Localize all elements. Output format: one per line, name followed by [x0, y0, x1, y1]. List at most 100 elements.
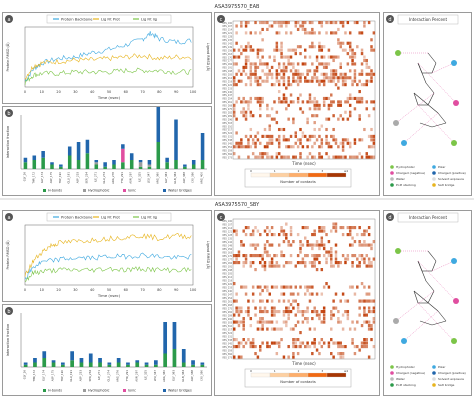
heatmap-cell [254, 141, 257, 145]
bar-segment [200, 133, 205, 160]
heatmap-cell [254, 65, 257, 69]
heatmap-cell [282, 240, 286, 244]
heatmap-cell [348, 96, 352, 101]
interaction-legend-label: Charged (positive) [438, 171, 466, 175]
rmsd-series-line [24, 266, 192, 283]
heatmap-cell [327, 254, 331, 258]
colorbar-tick: 1 [274, 369, 276, 373]
heatmap-cell [308, 292, 312, 296]
rmsd-y2label: Ligand RMSD (Å) [206, 43, 211, 72]
heatmap-cell [367, 65, 371, 69]
heatmap-cell [244, 55, 248, 59]
heatmap-cell [315, 240, 319, 244]
heatmap-cell [266, 134, 269, 138]
heatmap-cell [308, 134, 312, 138]
heatmap-cell [287, 306, 290, 310]
heatmap-cell [270, 134, 274, 138]
heatmap-cell [256, 48, 260, 52]
heatmap-cell [353, 107, 357, 111]
heatmap-cell [235, 233, 238, 237]
heatmap-cell [261, 21, 264, 25]
bars-panel-bottom: b Interaction fraction GLY_26 THR_172 GLY_17… [2, 304, 212, 396]
heatmap-row-label: RES_359 [222, 349, 232, 352]
rmsd-xtick: 60 [124, 288, 128, 292]
bar-segment [156, 142, 161, 169]
heatmap-cell [360, 282, 364, 286]
heatmap-cell [348, 145, 352, 149]
heatmap-cell [370, 338, 373, 342]
heatmap-cell [348, 31, 352, 35]
heatmap-cell [273, 21, 276, 25]
heatmap-cell [304, 254, 307, 258]
heatmap-cell [301, 27, 305, 32]
heatmap-cell [367, 324, 371, 328]
heatmap-cell [285, 65, 288, 69]
heatmap-cell [344, 72, 347, 76]
heatmap-cell [280, 45, 283, 49]
heatmap-row-label: RES_240 [222, 290, 232, 293]
bars-category-label: ARG_276 [116, 370, 120, 382]
heatmap-row-label: RES_233 [222, 87, 232, 90]
heatmap-cell [292, 299, 295, 303]
bar-segment [112, 160, 116, 165]
heatmap-cell [289, 145, 293, 149]
heatmap-cell [294, 72, 297, 76]
rmsd-ylabel: Protein RMSD (Å) [5, 42, 10, 72]
heatmap-cell [285, 320, 288, 324]
heatmap-cell [273, 327, 276, 331]
rmsd-legend-label: Protein Backbone [61, 18, 93, 22]
heatmap-cell [244, 62, 248, 66]
heatmap-cell [311, 45, 314, 49]
interaction-legend-label: Solvent exposure [438, 177, 464, 181]
heatmap-cell [240, 320, 243, 324]
heatmap-cell [292, 62, 295, 66]
heatmap-cell [259, 48, 262, 52]
heatmap-cell [235, 100, 238, 104]
interaction-legend-swatch [432, 365, 436, 369]
heatmap-cell [332, 355, 335, 359]
heatmap-cell [237, 324, 241, 328]
heatmap-cell [285, 324, 288, 328]
heatmap-row-label: RES_261 [222, 101, 232, 104]
bar-segment [88, 353, 93, 363]
heatmap-cell [270, 24, 274, 28]
heatmap-cell [322, 254, 326, 258]
heatmap-cell [334, 76, 338, 80]
heatmap-cell [233, 110, 236, 114]
colorbar-segment [326, 172, 347, 178]
heatmap-cell [240, 110, 243, 114]
heatmap-cell [301, 310, 305, 314]
heatmap-cell [315, 348, 319, 352]
heatmap-cell [294, 48, 297, 52]
heatmap-cell [289, 83, 293, 87]
bar-segment [181, 362, 186, 367]
heatmap-cell [251, 138, 255, 142]
heatmap-cell [353, 254, 357, 258]
heatmap-cell [270, 76, 274, 80]
heatmap-cell [261, 327, 264, 331]
heatmap-cell [282, 229, 286, 233]
heatmap-cell [370, 310, 373, 314]
heatmap-cell [313, 45, 316, 49]
heatmap-cell [299, 243, 302, 247]
heatmap-cell [289, 62, 293, 66]
heatmap-cell [261, 69, 264, 73]
heatmap-cell [242, 317, 245, 321]
bars-category-label: GLY_363 [164, 172, 168, 183]
heatmap-cell [363, 257, 366, 261]
heatmap-cell [266, 107, 269, 111]
heatmap-cell [289, 243, 293, 247]
heatmap-cell [282, 65, 286, 69]
heatmap-cell [242, 229, 245, 233]
heatmap-cell [332, 72, 335, 76]
heatmap-cell [289, 93, 293, 97]
heatmap-cell [266, 21, 269, 25]
heatmap-cell [367, 21, 371, 25]
heatmap-cell [249, 72, 253, 76]
heatmap-row-label: RES_170 [222, 56, 232, 59]
heatmap-cell [280, 24, 283, 28]
heatmap-cell [363, 261, 366, 265]
heatmap-cell [247, 103, 250, 107]
heatmap-cell [351, 62, 354, 66]
